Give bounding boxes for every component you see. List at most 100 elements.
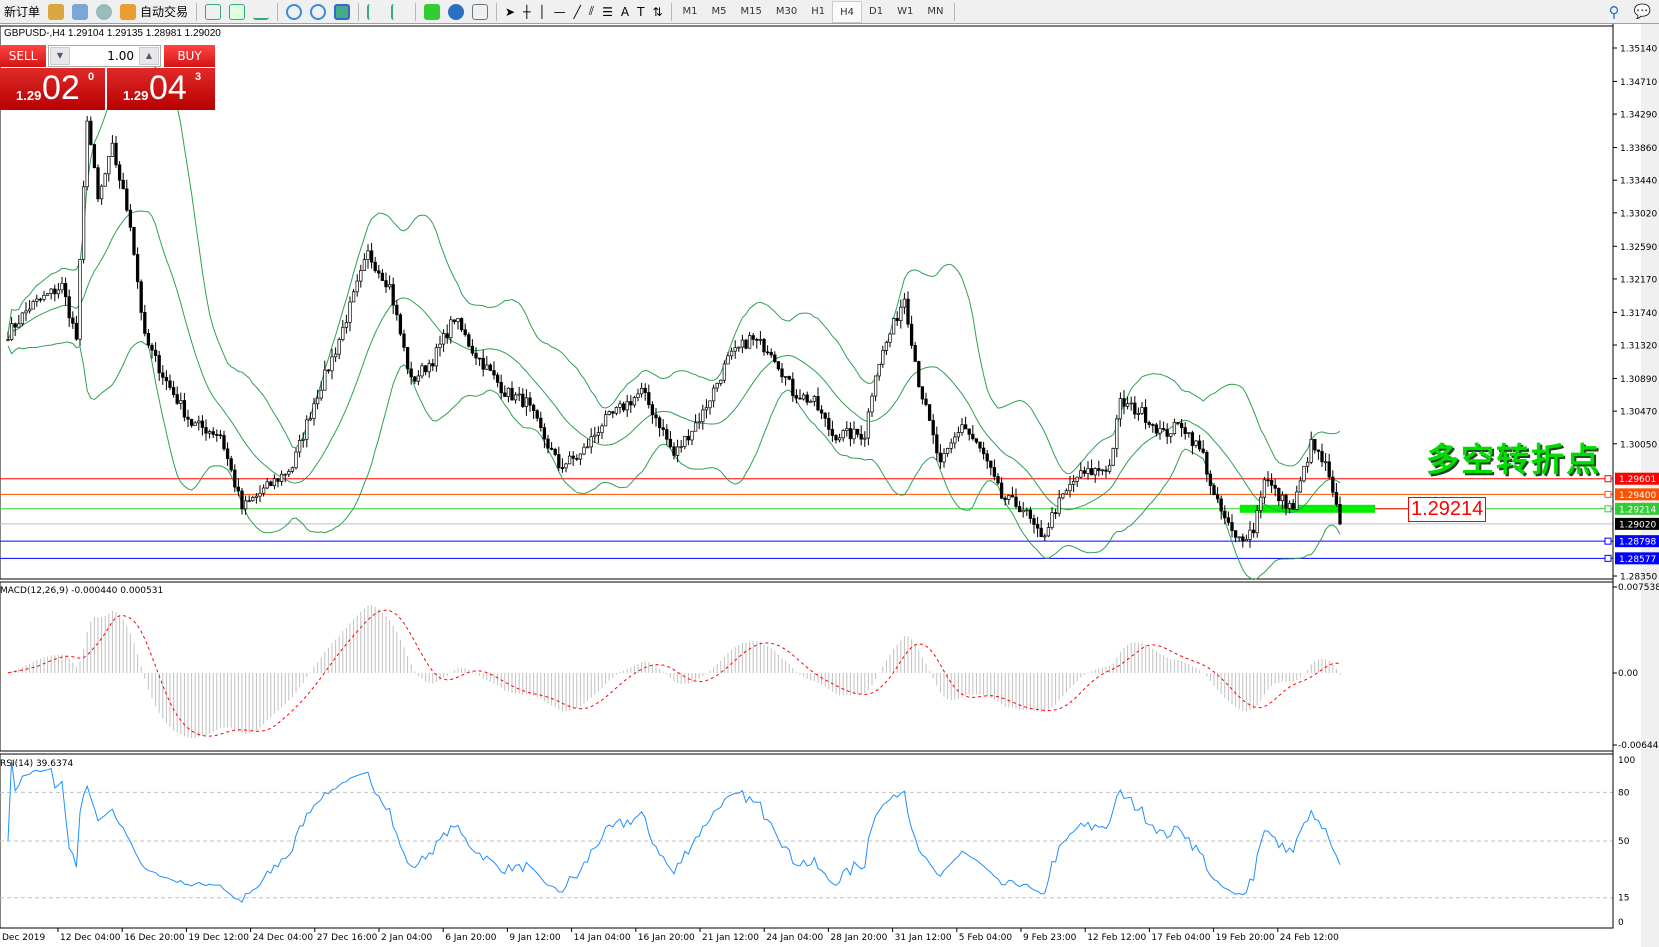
price-axis-label: 1.35140 (1620, 45, 1657, 55)
candle (625, 401, 629, 411)
candle (74, 322, 79, 340)
candle (945, 447, 950, 454)
price-tag-text: 1.29020 (1619, 520, 1656, 530)
scroll-end-icon[interactable] (367, 3, 383, 20)
candle (866, 411, 871, 439)
candle (71, 317, 75, 324)
candle (373, 261, 377, 272)
horizontal-line-icon[interactable]: — (553, 4, 566, 19)
sell-button[interactable]: SELL (0, 45, 46, 67)
history-icon[interactable] (48, 3, 65, 20)
arrows-icon[interactable]: ⇅ (652, 4, 663, 19)
time-axis-label: 14 Jan 04:00 (574, 933, 631, 943)
text-label-icon[interactable]: T (637, 4, 645, 19)
fibonacci-icon[interactable]: ☰ (602, 4, 613, 19)
timeframe-m5[interactable]: M5 (711, 5, 727, 17)
candle (467, 334, 471, 347)
candle (103, 173, 107, 187)
search-icon[interactable]: ⚲ (1608, 2, 1620, 21)
bollinger-middle (7, 210, 1341, 513)
candle (1201, 448, 1205, 453)
candle (261, 487, 266, 494)
indicators-icon[interactable] (424, 3, 441, 20)
timeframe-m15[interactable]: M15 (740, 5, 762, 17)
timeframe-w1[interactable]: W1 (897, 5, 914, 17)
candle (114, 142, 118, 166)
candle (560, 467, 565, 469)
data-window-icon[interactable] (72, 3, 89, 20)
price-axis-label: 1.34710 (1620, 78, 1657, 88)
decrease-lots-button[interactable]: ▼ (50, 47, 70, 65)
candle (9, 323, 14, 340)
separator (415, 2, 417, 21)
candle (1190, 432, 1195, 446)
tile-windows-icon[interactable] (334, 3, 351, 20)
timeframe-m1[interactable]: M1 (682, 5, 698, 17)
chart-shift-icon[interactable] (391, 3, 407, 20)
candle (251, 497, 255, 502)
candle (1050, 512, 1054, 528)
candle (452, 319, 457, 323)
candle (110, 142, 115, 157)
candle (164, 376, 169, 382)
timeframe-mn[interactable]: MN (927, 5, 944, 17)
candle (233, 469, 237, 488)
timeframe-d1[interactable]: D1 (869, 5, 884, 17)
new-order-button[interactable]: 新订单 (4, 5, 41, 19)
candle (942, 453, 946, 463)
buy-price-button[interactable]: 1.29 04 3 (107, 68, 215, 110)
lot-size-input[interactable]: ▼ 1.00 ▲ (48, 45, 161, 67)
signal-icon[interactable] (96, 3, 113, 20)
chat-icon[interactable]: 💬 (1633, 3, 1651, 20)
candle (719, 379, 723, 384)
candle (636, 393, 640, 398)
vertical-line-icon[interactable]: │ (538, 4, 546, 19)
increase-lots-button[interactable]: ▲ (139, 47, 159, 65)
candle (899, 306, 903, 321)
trendline-icon[interactable]: ╱ (573, 4, 581, 19)
candlestick-icon[interactable] (229, 3, 246, 20)
timeframe-h1[interactable]: H1 (811, 5, 826, 17)
candle (89, 120, 93, 145)
line-chart-icon[interactable] (253, 4, 270, 20)
text-icon[interactable]: A (620, 4, 630, 19)
zoom-in-icon[interactable] (286, 3, 303, 20)
auto-trading-icon[interactable] (120, 3, 137, 20)
candle (557, 454, 561, 468)
candle (589, 436, 593, 448)
sell-price-button[interactable]: 1.29 02 0 (0, 68, 105, 110)
candle (1230, 522, 1234, 531)
equidistant-channel-icon[interactable]: ⫽ (588, 4, 595, 18)
candle (1223, 510, 1227, 519)
candle (96, 167, 100, 200)
candle (881, 350, 885, 365)
crosshair-icon[interactable]: ┼ (523, 4, 531, 19)
vertical-scrollbar[interactable] (1641, 24, 1659, 947)
auto-trading-button[interactable]: 自动交易 (140, 5, 189, 19)
price-tag-text: 1.29601 (1619, 475, 1656, 485)
candle (254, 495, 259, 499)
candle (521, 393, 525, 407)
zoom-out-icon[interactable] (310, 3, 327, 20)
timeframe-m30[interactable]: M30 (775, 5, 798, 17)
candle (549, 447, 554, 450)
candle (125, 188, 129, 211)
candle (1111, 448, 1115, 466)
candle (1176, 422, 1180, 424)
candle (420, 365, 424, 377)
timeframe-h4[interactable]: H4 (832, 0, 863, 23)
candle (1291, 502, 1295, 510)
price-label-annotation[interactable]: 1.29214 (1408, 497, 1487, 522)
templates-icon[interactable] (472, 3, 489, 20)
bar-chart-icon[interactable] (205, 3, 222, 20)
candle (67, 296, 71, 319)
candle (319, 389, 323, 399)
candle (168, 380, 172, 388)
candle (611, 411, 615, 414)
periods-clock-icon[interactable] (448, 3, 465, 20)
buy-button[interactable]: BUY (164, 45, 215, 67)
cursor-icon[interactable]: ➤ (505, 4, 516, 19)
candle (1320, 451, 1324, 463)
candle (189, 418, 194, 426)
